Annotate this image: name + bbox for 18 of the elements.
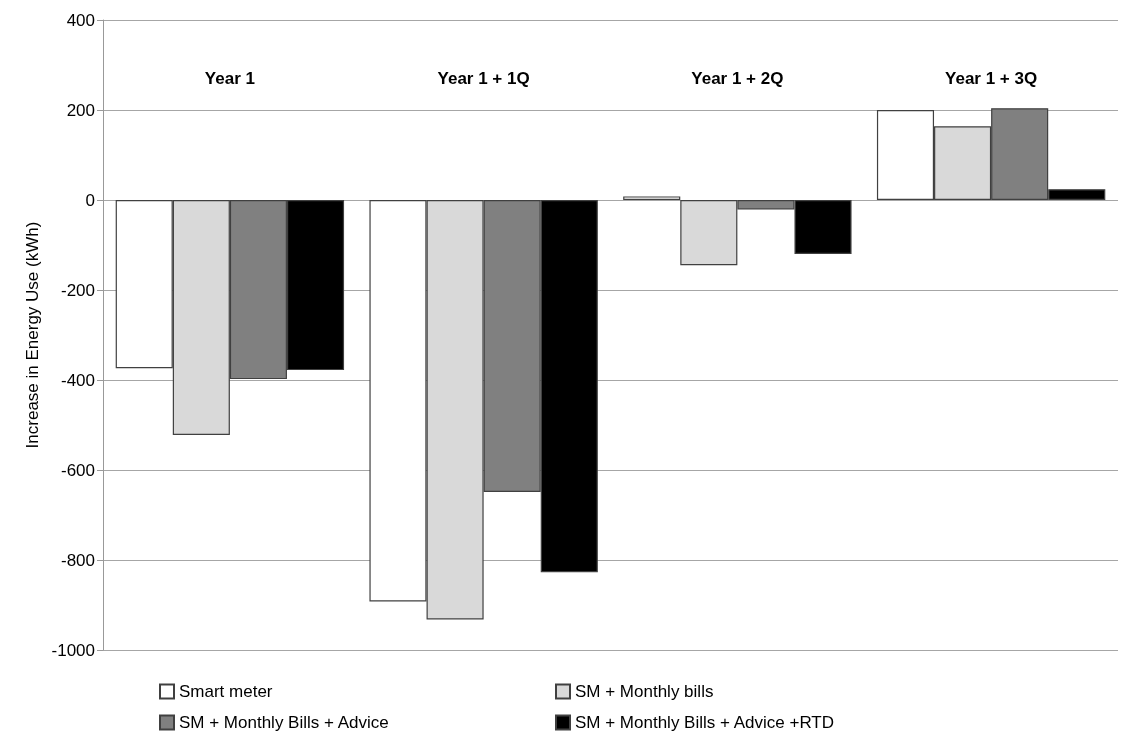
y-tick-label: 200: [66, 100, 95, 120]
legend-label: SM + Monthly bills: [575, 682, 714, 701]
legend-label: SM + Monthly Bills + Advice: [179, 713, 389, 732]
y-tick-label: 400: [66, 10, 95, 30]
y-tick-label: -600: [60, 460, 95, 480]
y-tick-label: -800: [60, 550, 95, 570]
x-tick-label: Year 1 + 2Q: [691, 69, 784, 88]
bar: [623, 196, 681, 200]
y-tick-label: -200: [60, 280, 95, 300]
y-tick-label: -1000: [51, 640, 95, 660]
legend-label: SM + Monthly Bills + Advice +RTD: [575, 713, 835, 732]
y-tick-label: 0: [85, 190, 95, 210]
x-tick-label: Year 1: [204, 69, 255, 88]
x-tick-label: Year 1 + 3Q: [945, 69, 1038, 88]
legend-label: Smart meter: [179, 682, 273, 701]
y-axis-title: Increase in Energy Use (kWh): [22, 221, 42, 449]
x-tick-label: Year 1 + 1Q: [437, 69, 530, 88]
y-tick-label: -400: [60, 370, 95, 390]
